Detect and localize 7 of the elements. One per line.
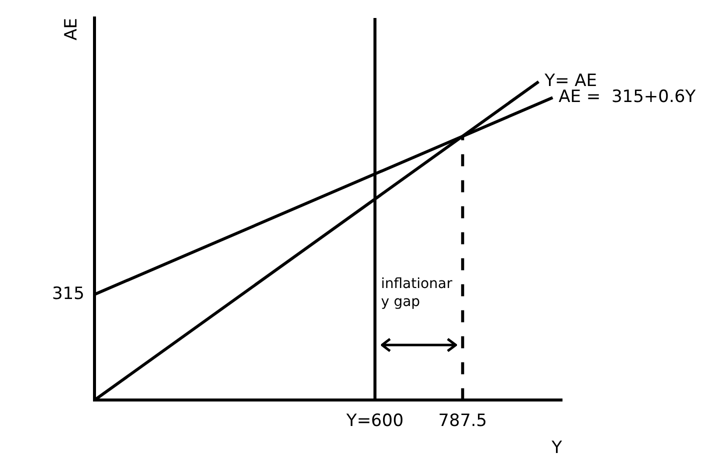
y-axis-title: AE xyxy=(62,18,82,40)
x-axis-title: Y xyxy=(550,438,563,458)
text: 315 xyxy=(52,284,84,304)
x-tick-label: 787.5 xyxy=(438,410,487,431)
x-tick-label: Y=600 xyxy=(345,410,404,431)
annotation: inflationary gap xyxy=(380,275,454,312)
series-label: AE = 315+0.6Y xyxy=(558,87,696,108)
